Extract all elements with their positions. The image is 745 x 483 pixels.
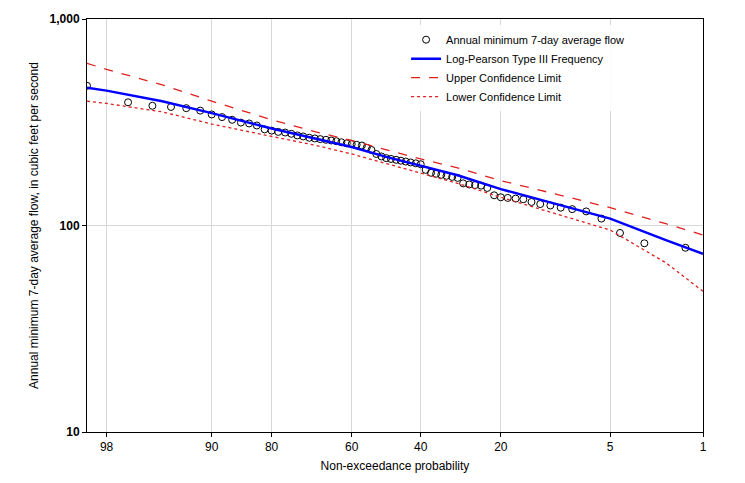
svg-text:20: 20 — [494, 440, 508, 454]
svg-text:Annual minimum 7-day average f: Annual minimum 7-day average flow — [446, 34, 624, 46]
svg-text:5: 5 — [607, 440, 614, 454]
svg-text:98: 98 — [100, 440, 114, 454]
svg-text:10: 10 — [66, 425, 80, 439]
svg-text:1,000: 1,000 — [50, 12, 80, 26]
svg-text:100: 100 — [60, 219, 80, 233]
svg-text:Lower Confidence Limit: Lower Confidence Limit — [446, 91, 561, 103]
svg-text:Upper Confidence Limit: Upper Confidence Limit — [446, 72, 561, 84]
svg-text:Log-Pearson Type III Frequency: Log-Pearson Type III Frequency — [446, 53, 603, 65]
svg-text:40: 40 — [414, 440, 428, 454]
svg-text:90: 90 — [205, 440, 219, 454]
svg-text:1: 1 — [700, 440, 707, 454]
svg-text:60: 60 — [345, 440, 359, 454]
svg-text:Annual minimum 7-day average f: Annual minimum 7-day average flow, in cu… — [27, 62, 41, 389]
svg-text:80: 80 — [265, 440, 279, 454]
svg-text:Non-exceedance probability: Non-exceedance probability — [321, 459, 470, 473]
